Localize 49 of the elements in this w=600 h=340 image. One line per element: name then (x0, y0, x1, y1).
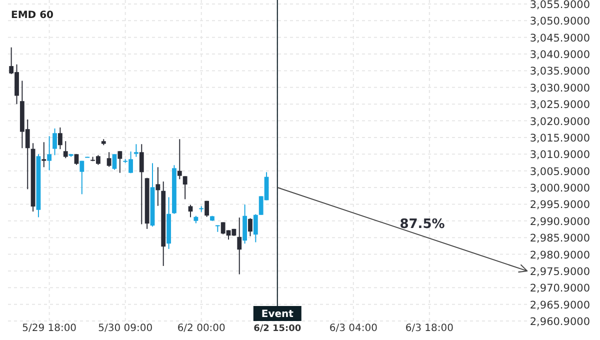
candlestick (47, 136, 52, 171)
candlestick (248, 218, 252, 237)
candlestick (74, 154, 79, 166)
candlestick (253, 214, 258, 243)
y-tick-label: 3,015.9000 (530, 132, 590, 144)
x-tick-label: 6/2 00:00 (177, 323, 226, 334)
candlestick (156, 166, 160, 206)
candlestick (63, 140, 68, 159)
candlestick (106, 152, 112, 168)
y-tick-label: 3,020.9000 (530, 116, 590, 128)
y-tick-label: 3,030.9000 (530, 82, 590, 94)
y-tick-label: 3,055.9000 (530, 0, 590, 11)
ref-line-label: Event (261, 309, 294, 320)
candlestick (112, 154, 117, 170)
candlestick (237, 217, 242, 275)
y-tick-label: 3,045.9000 (530, 32, 590, 44)
y-tick-label: 3,000.9000 (530, 182, 590, 195)
y-tick-label: 3,050.9000 (530, 16, 590, 28)
y-tick-label: 2,990.9000 (530, 216, 590, 228)
candlestick (139, 144, 144, 225)
annotation: 87.5% (400, 216, 445, 232)
y-tick-label: 3,035.9000 (530, 66, 590, 78)
x-tick-label: 5/30 09:00 (98, 323, 153, 334)
candlestick (177, 138, 182, 180)
y-tick-label: 3,025.9000 (530, 99, 590, 112)
y-tick-label: 2,970.9000 (530, 282, 590, 295)
candlestick (118, 150, 122, 174)
x-tick-label: 5/29 18:00 (22, 323, 77, 334)
candlestick (80, 160, 84, 195)
x-tick-label: 6/3 04:00 (329, 323, 378, 334)
candlestick (42, 142, 46, 168)
y-tick-label: 3,005.9000 (530, 166, 590, 178)
y-tick-label: 2,980.9000 (530, 249, 590, 262)
text: EMD 60 (11, 10, 54, 21)
y-tick-label: 3,040.9000 (530, 49, 590, 62)
y-tick-label: 2,960.9000 (530, 316, 590, 328)
candlestick (204, 200, 209, 218)
y-tick-label: 2,965.9000 (530, 299, 590, 312)
y-tick-label: 2,985.9000 (530, 232, 590, 245)
x-tick-label: 6/3 18:00 (405, 323, 454, 334)
x-tick-label: 6/2 15:00 (254, 324, 302, 334)
y-tick-label: 2,975.9000 (530, 266, 590, 278)
candlestick (58, 126, 62, 150)
candlestick (134, 144, 138, 158)
candlestick (182, 176, 188, 200)
y-tick-label: 3,010.9000 (530, 149, 590, 162)
y-tick-label: 2,995.9000 (530, 199, 590, 212)
candlestick (188, 204, 193, 218)
candlestick (52, 128, 57, 156)
